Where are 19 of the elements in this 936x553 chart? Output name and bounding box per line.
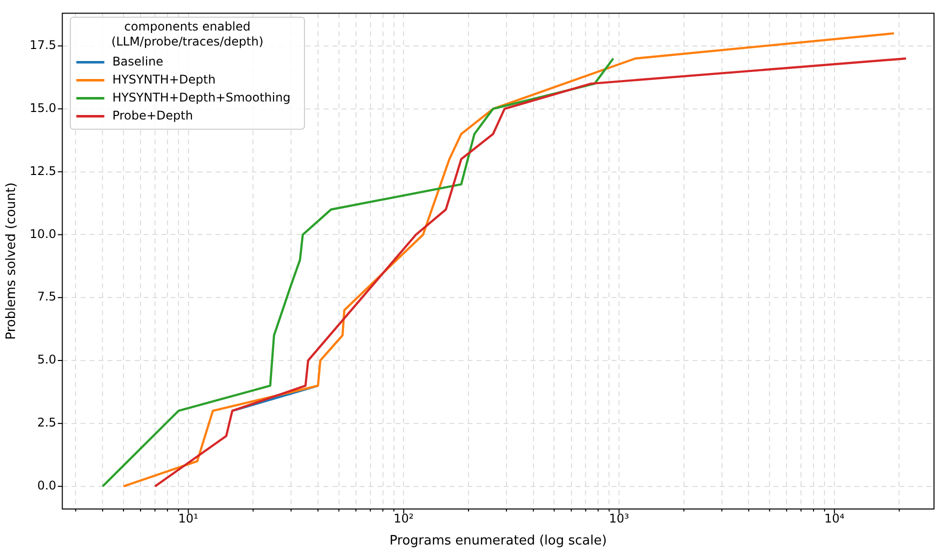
y-tick-label: 10.0 [30, 226, 56, 241]
x-axis-title: Programs enumerated (log scale) [390, 534, 607, 549]
y-tick-label: 7.5 [37, 290, 56, 304]
y-tick-label: 12.5 [30, 164, 56, 178]
legend-label: Baseline [112, 54, 164, 68]
legend-title: components enabled (LLM/probe/traces/depth) [111, 19, 264, 48]
legend-label: HYSYNTH+Depth [112, 72, 216, 86]
legend-label: Probe+Depth [112, 108, 193, 122]
x-tick-label: 10³ [609, 511, 630, 526]
y-tick-label: 2.5 [37, 416, 56, 430]
x-tick-label: 10⁴ [824, 511, 845, 526]
y-axis-title: Problems solved (count) [4, 182, 20, 340]
y-tick-label: 5.0 [37, 352, 56, 367]
y-tick-label: 15.0 [30, 100, 56, 115]
x-tick-label: 10¹ [178, 511, 199, 526]
y-tick-label: 0.0 [37, 478, 56, 492]
x-tick-label: 10² [394, 511, 414, 526]
y-tick-label: 17.5 [30, 38, 56, 52]
legend-label: HYSYNTH+Depth+Smoothing [112, 90, 290, 104]
